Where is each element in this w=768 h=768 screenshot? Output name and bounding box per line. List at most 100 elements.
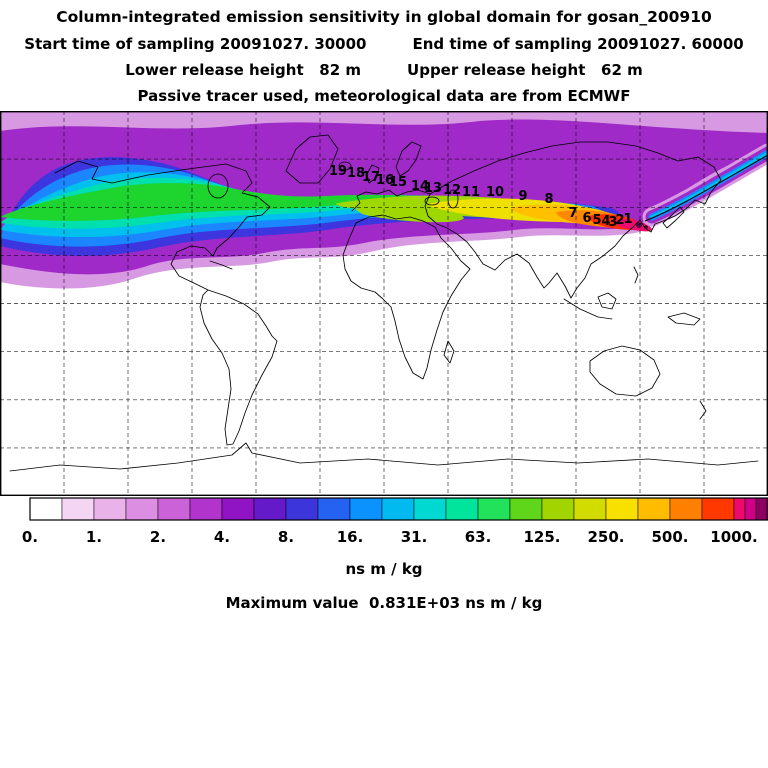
colorbar-segment-8	[285, 497, 319, 521]
colorbar-segment-10	[349, 497, 383, 521]
colorbar-segment-11	[381, 497, 415, 521]
colorbar-segment-21	[701, 497, 735, 521]
coastline-south-america	[199, 289, 278, 446]
day-marker-7: 7	[568, 206, 577, 221]
coastline-new-zealand	[699, 400, 707, 420]
coastline-new-guinea	[667, 312, 701, 326]
colorbar-segment-24	[755, 497, 768, 521]
colorbar-segment-17	[573, 497, 607, 521]
sampling-time-line: Start time of sampling 20091027. 30000 E…	[0, 35, 768, 53]
colorbar-segment-12	[413, 497, 447, 521]
plume-level-8b	[355, 208, 464, 223]
colorbar-segment-20	[669, 497, 703, 521]
day-marker-18: 18	[347, 166, 365, 181]
coastline-madagascar	[443, 340, 455, 364]
colorbar-segment-4	[157, 497, 191, 521]
end-time-label: End time of sampling 20091027. 60000	[412, 35, 744, 53]
colorbar-segment-3	[125, 497, 159, 521]
day-marker-10: 10	[486, 185, 504, 200]
coastline-caribbean	[209, 260, 233, 270]
colorbar-segment-14	[477, 497, 511, 521]
map-border	[0, 111, 768, 496]
coastline-indonesia	[563, 298, 613, 320]
pacific-inflow-band	[642, 143, 768, 227]
coastline-philippines	[633, 266, 639, 284]
day-marker-8: 8	[544, 192, 553, 207]
day-marker-17: 17	[362, 170, 380, 185]
colorbar-tick-9: 250.	[587, 528, 624, 546]
day-marker-5: 5	[592, 213, 601, 228]
coastline-africa	[342, 214, 471, 380]
colorbar-tick-6: 31.	[401, 528, 428, 546]
colorbar-tick-5: 16.	[337, 528, 364, 546]
page-title: Column-integrated emission sensitivity i…	[56, 8, 712, 26]
release-height-line: Lower release height 82 m Upper release …	[0, 61, 768, 79]
day-marker-4: 4	[601, 214, 610, 229]
colorbar-segment-9	[317, 497, 351, 521]
day-marker-11: 11	[462, 185, 480, 200]
day-marker-6: 6	[582, 211, 591, 226]
coastline-greenland	[285, 134, 339, 184]
coastline-australia	[589, 345, 661, 397]
coastline-antarctica	[9, 442, 759, 472]
colorbar-tick-10: 500.	[651, 528, 688, 546]
colorbar-segment-5	[189, 497, 223, 521]
trajectory-path-line	[644, 154, 768, 222]
colorbar-segment-7	[253, 497, 287, 521]
coastline-iceland	[338, 161, 352, 171]
colorbar-segment-16	[541, 497, 575, 521]
day-marker-12: 12	[443, 183, 461, 198]
colorbar-tick-4: 8.	[278, 528, 294, 546]
coastline-scandinavia	[395, 141, 422, 177]
colorbar-tick-1: 1.	[86, 528, 102, 546]
coastline-borneo	[597, 292, 617, 310]
day-marker-2: 2	[615, 213, 624, 228]
coastline-japan	[662, 206, 685, 229]
day-marker-15: 15	[389, 175, 407, 190]
colorbar-tick-11: 1000.	[710, 528, 757, 546]
colorbar-segment-18	[605, 497, 639, 521]
start-time-label: Start time of sampling 20091027. 30000	[24, 35, 367, 53]
coastline-north-america	[54, 160, 271, 291]
day-marker-9: 9	[518, 189, 527, 204]
day-marker-1: 1	[623, 212, 632, 227]
colorbar-segment-15	[509, 497, 543, 521]
max-value-label: Maximum value 0.831E+03 ns m / kg	[225, 594, 543, 612]
colorbar-segment-2	[93, 497, 127, 521]
colorbar: 0. 1. 2. 4. 8. 16. 31. 63. 125. 250. 500. 1000.	[22, 497, 768, 546]
colorbar-segment-1	[61, 497, 95, 521]
coastline-asia	[424, 141, 722, 299]
colorbar-segment-19	[637, 497, 671, 521]
plume-maximum-core	[636, 222, 642, 228]
latlon-grid	[0, 111, 768, 496]
colorbar-segment-23	[744, 497, 757, 521]
colorbar-segment-0	[29, 497, 63, 521]
tracer-line: Passive tracer used, meteorological data…	[137, 87, 631, 105]
colorbar-segment-22	[733, 497, 746, 521]
lower-release-label: Lower release height 82 m	[125, 61, 362, 79]
day-marker-3: 3	[608, 215, 617, 230]
plume-level-7	[0, 183, 538, 221]
colorbar-tick-3: 4.	[214, 528, 230, 546]
coastline-europe	[351, 189, 431, 212]
figure-header: Column-integrated emission sensitivity i…	[0, 0, 768, 105]
day-marker-13: 13	[424, 181, 442, 196]
plume-level-13	[613, 218, 652, 232]
colorbar-segment-13	[445, 497, 479, 521]
colorbar-outline	[29, 497, 768, 521]
colorbar-tick-0: 0.	[22, 528, 38, 546]
colorbar-tick-2: 2.	[150, 528, 166, 546]
colorbar-tick-7: 63.	[465, 528, 492, 546]
colorbar-segment-6	[221, 497, 255, 521]
day-marker-16: 16	[376, 173, 394, 188]
coastlines	[9, 134, 759, 472]
coastline-british-isles	[366, 164, 380, 184]
colorbar-tick-8: 125.	[523, 528, 560, 546]
day-marker-19: 19	[329, 164, 347, 179]
units-label: ns m / kg	[345, 560, 423, 578]
day-marker-14: 14	[411, 179, 429, 194]
upper-release-label: Upper release height 62 m	[407, 61, 643, 79]
